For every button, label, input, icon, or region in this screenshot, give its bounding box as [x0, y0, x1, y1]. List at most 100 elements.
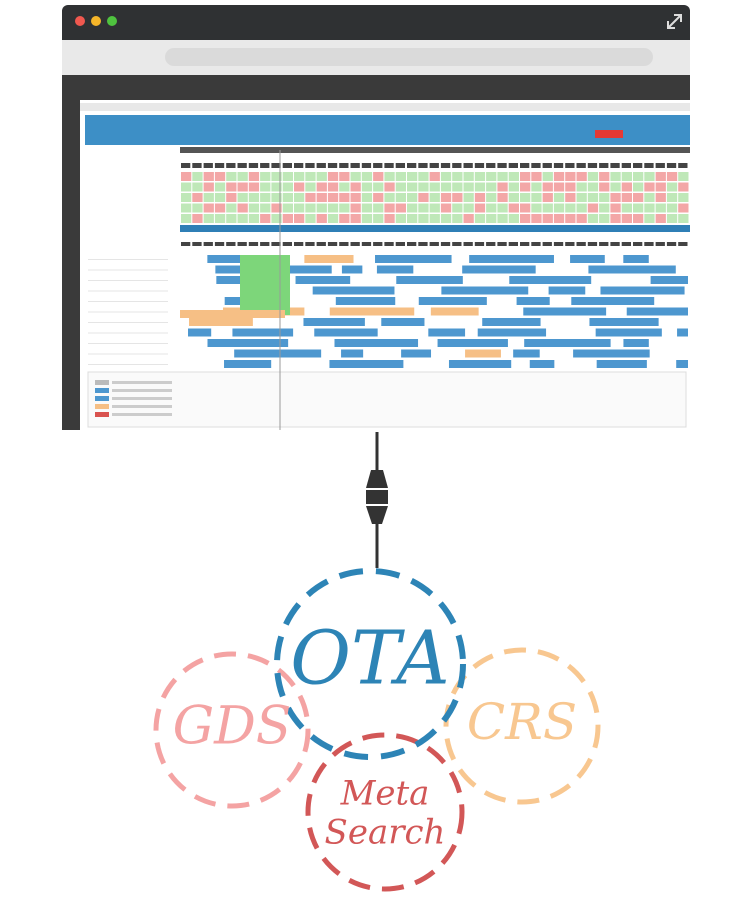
meta-search-label: Meta Search: [325, 773, 446, 852]
grid-cell: [271, 193, 282, 202]
grid-cell: [474, 214, 486, 223]
grid-cell: [237, 242, 247, 246]
expand-icon: [667, 14, 682, 29]
grid-cell: [95, 412, 109, 417]
grid-cell: [271, 163, 281, 168]
grid-cell: [650, 276, 688, 284]
grid-cell: [339, 193, 350, 202]
grid-cell: [88, 269, 168, 271]
grid-cell: [305, 163, 315, 168]
grid-cell: [440, 182, 452, 192]
grid-cell: [361, 182, 373, 192]
grid-cell: [477, 328, 547, 337]
grid-cell: [350, 203, 361, 213]
grid-cell: [678, 203, 689, 213]
grid-cell: [418, 193, 429, 202]
filter-button: [595, 130, 623, 138]
grid-cell: [623, 339, 649, 347]
grid-cell: [587, 182, 599, 192]
ota-circle: [274, 568, 466, 760]
grid-cell: [327, 193, 339, 202]
grid-cell: [260, 214, 271, 223]
grid-cell: [192, 242, 202, 246]
grid-cell: [395, 242, 405, 246]
total-row: [180, 225, 690, 232]
grid-cell: [384, 182, 395, 192]
browser-window: [62, 5, 690, 430]
grid-cell: [553, 203, 565, 213]
grid-cell: [677, 328, 688, 337]
grid-cell: [350, 163, 360, 168]
grid-cell: [587, 214, 599, 223]
grid-cell: [465, 349, 501, 358]
grid-cell: [520, 182, 531, 192]
plug-head: [366, 470, 388, 488]
grid-cell: [271, 172, 282, 181]
grid-cell: [294, 182, 305, 192]
grid-cell: [418, 242, 428, 246]
grid-cell: [381, 318, 425, 326]
grid-cell: [429, 214, 440, 223]
grid-cell: [327, 182, 339, 192]
grid-cell: [542, 182, 553, 192]
grid-cell: [440, 163, 451, 168]
grid-cell: [303, 318, 365, 326]
grid-cell: [429, 172, 440, 181]
grid-cell: [587, 203, 599, 213]
grid-cell: [271, 214, 282, 223]
grid-cell: [361, 214, 373, 223]
grid-cell: [497, 193, 508, 202]
grid-cell: [188, 328, 212, 337]
grid-cell: [305, 193, 316, 202]
grid-cell: [407, 193, 418, 202]
grid-cell: [361, 242, 372, 246]
grid-cell: [587, 242, 598, 246]
grid-cell: [633, 203, 644, 213]
grid-cell: [531, 203, 542, 213]
grid-cell: [339, 242, 349, 246]
grid-cell: [237, 172, 248, 181]
grid-cell: [469, 255, 554, 263]
grid-cell: [595, 328, 662, 337]
grid-cell: [576, 242, 586, 246]
grid-cell: [520, 163, 530, 168]
grid-cell: [655, 182, 666, 192]
grid-cell: [203, 163, 213, 168]
grid-cell: [207, 339, 289, 347]
grid-cell: [294, 172, 305, 181]
grid-cell: [520, 193, 531, 202]
grid-cell: [224, 360, 272, 368]
grid-cell: [587, 172, 599, 181]
grid-cell: [88, 364, 168, 365]
grid-cell: [384, 203, 395, 213]
grid-cell: [633, 214, 644, 223]
grid-cell: [88, 343, 168, 344]
grid-cell: [214, 172, 226, 181]
grid-cell: [508, 172, 519, 181]
grid-cell: [248, 214, 260, 223]
grid-cell: [666, 172, 678, 181]
grid-cell: [523, 307, 607, 316]
grid-cell: [361, 172, 373, 181]
grid-cell: [294, 214, 305, 223]
grid-cell: [644, 193, 655, 202]
grid-cell: [316, 182, 327, 192]
grid-cell: [666, 242, 677, 246]
grid-cell: [497, 182, 508, 192]
grid-cell: [341, 349, 364, 358]
grid-cell: [88, 311, 168, 313]
plug: [366, 432, 388, 568]
crs-circle: [443, 647, 601, 805]
grid-cell: [232, 328, 294, 337]
grid-cell: [644, 214, 655, 223]
grid-cell: [666, 182, 678, 192]
grid-cell: [339, 214, 350, 223]
grid-cell: [531, 163, 541, 168]
grid-cell: [248, 163, 259, 168]
grid-cell: [497, 172, 508, 181]
grid-cell: [350, 214, 361, 223]
grid-cell: [329, 360, 404, 368]
grid-cell: [486, 214, 497, 223]
month-header: [180, 147, 690, 153]
grid-cell: [678, 193, 689, 202]
